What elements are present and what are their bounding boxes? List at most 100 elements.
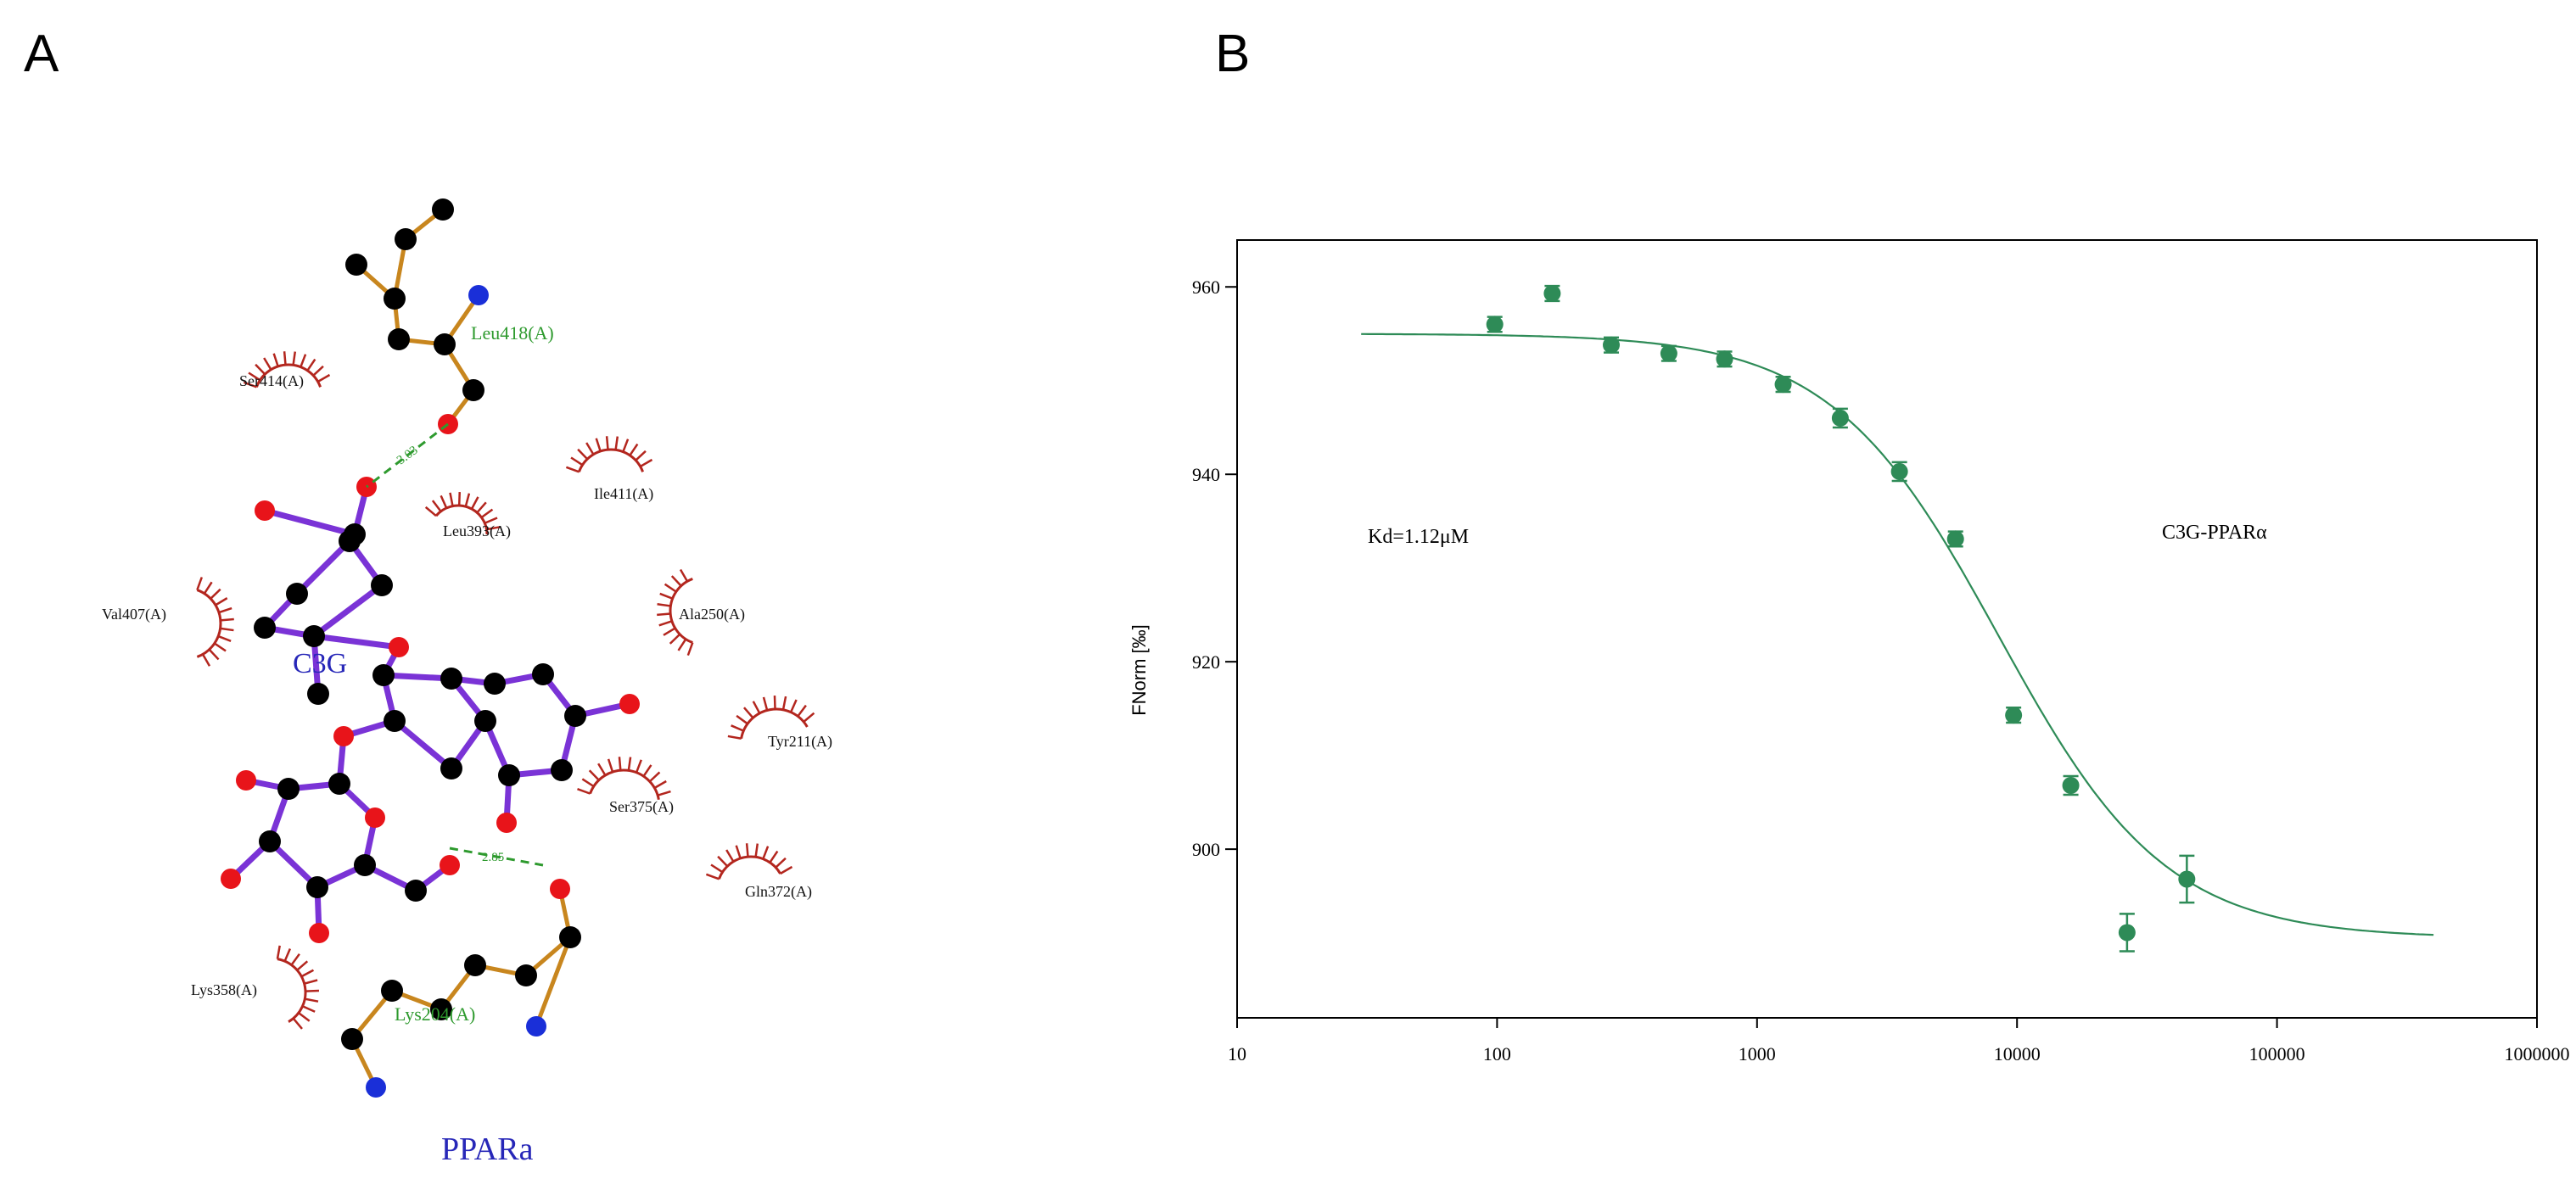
y-tick-label: 940	[1192, 464, 1220, 485]
point-marker	[1543, 284, 1561, 302]
carbon-atom	[306, 876, 328, 898]
hydrophobic-contact-arc	[727, 695, 815, 740]
hydrophobic-contact-arc	[243, 351, 331, 388]
y-tick-label: 900	[1192, 839, 1220, 860]
hydrophobic-label-ser375: Ser375(A)	[609, 798, 674, 816]
data-point	[2118, 913, 2136, 953]
plot-frame	[1236, 239, 2538, 1019]
point-marker	[1716, 350, 1733, 368]
data-point	[2005, 707, 2023, 724]
carbon-atom	[277, 778, 300, 800]
point-marker	[1890, 462, 1908, 480]
hydrophobic-label-val407: Val407(A)	[102, 606, 166, 623]
residue-label-leu418: Leu418(A)	[471, 322, 554, 344]
nitrogen-atom	[468, 285, 489, 305]
hbond-distance-lys: 2.85	[482, 851, 504, 864]
nitrogen-atom	[526, 1016, 546, 1037]
ligand-bond	[383, 672, 452, 682]
carbon-atom	[551, 759, 573, 781]
hydrophobic-label-ser414: Ser414(A)	[239, 372, 304, 390]
carbon-atom	[532, 663, 554, 685]
carbon-atom	[474, 710, 496, 732]
ligand-bond	[294, 539, 352, 596]
carbon-atom	[515, 964, 537, 986]
point-marker	[1946, 530, 1964, 548]
oxygen-atom	[365, 807, 385, 828]
carbon-atom	[303, 625, 325, 647]
complex-annotation: C3G-PPARα	[2162, 522, 2267, 544]
oxygen-atom	[221, 869, 241, 889]
point-marker	[2118, 924, 2136, 942]
nitrogen-atom	[366, 1077, 386, 1098]
carbon-atom	[395, 228, 417, 250]
oxygen-atom	[389, 637, 409, 657]
carbon-atom	[354, 854, 376, 876]
carbon-atom	[307, 683, 329, 705]
oxygen-atom	[236, 770, 256, 791]
panel-b-letter: B	[1215, 25, 1251, 83]
carbon-atom	[462, 379, 484, 401]
ligand-bond	[313, 633, 400, 651]
hydrophobic-label-lys358: Lys358(A)	[191, 981, 257, 999]
hydrophobic-contact-arc	[276, 945, 320, 1030]
point-marker	[1603, 336, 1621, 354]
x-axis-ticks: 10 100 1000 10000 100000 1000000	[1228, 1018, 2570, 1064]
hydrophobic-label-ala250: Ala250(A)	[679, 606, 745, 623]
hydrophobic-contact-arc	[657, 568, 694, 657]
oxygen-atom	[496, 813, 517, 833]
oxygen-atom	[619, 694, 640, 714]
oxygen-atom	[550, 879, 570, 899]
data-points-layer	[1486, 284, 2196, 953]
x-tick-label: 100	[1483, 1043, 1511, 1064]
data-point	[1660, 344, 1677, 362]
kd-annotation: Kd=1.12μM	[1368, 526, 1469, 548]
data-point	[1890, 461, 1908, 483]
ligand-interaction-diagram: 3.03 2.85 Leu418(A) Lys204(A) Ser414(A) …	[102, 198, 832, 1167]
oxygen-atom	[440, 855, 460, 875]
x-tick-label: 100000	[2249, 1043, 2305, 1064]
carbon-atom	[432, 198, 454, 221]
hydrophobic-contact-arc	[705, 843, 793, 880]
hbond-line-leu	[366, 422, 449, 489]
fit-curve	[1361, 332, 2434, 936]
data-point	[1486, 316, 1504, 333]
oxygen-atom	[333, 726, 354, 746]
carbon-atom	[430, 998, 452, 1020]
protein-name-label: PPARa	[441, 1132, 534, 1167]
carbon-atom	[434, 333, 456, 355]
hydrophobic-label-leu393: Leu393(A)	[443, 522, 511, 540]
hydrophobic-contact-arc	[424, 491, 501, 535]
x-tick-label: 10000	[1994, 1043, 2041, 1064]
hydrophobic-contact-arc	[577, 757, 671, 800]
x-tick-label: 1000	[1739, 1043, 1776, 1064]
carbon-atom	[559, 926, 581, 948]
carbon-atom	[259, 830, 281, 852]
carbon-atom	[405, 880, 427, 902]
carbon-atom	[341, 1028, 363, 1050]
point-marker	[1774, 376, 1792, 394]
ligand-bond	[311, 583, 384, 639]
residue-bond	[534, 936, 573, 1027]
carbon-atom	[384, 710, 406, 732]
ligand-bond	[392, 718, 454, 771]
carbon-atom	[371, 574, 393, 596]
point-marker	[2062, 777, 2080, 795]
point-marker	[1831, 409, 1849, 427]
data-point	[1603, 336, 1621, 354]
carbon-atom	[440, 668, 462, 690]
data-point	[1774, 376, 1792, 394]
residue-label-lys204: Lys204(A)	[395, 1003, 475, 1025]
carbon-atom	[345, 254, 367, 276]
carbon-atom	[464, 954, 486, 976]
carbon-atom	[498, 764, 520, 786]
carbon-atom	[339, 530, 361, 552]
point-marker	[1486, 316, 1504, 333]
point-marker	[1660, 344, 1677, 362]
panel-a-letter: A	[24, 25, 59, 83]
oxygen-atom	[255, 500, 275, 521]
y-axis-label: FNorm [‰]	[1128, 624, 1150, 716]
carbon-atom	[286, 583, 308, 605]
carbon-atom	[381, 980, 403, 1002]
y-tick-label: 920	[1192, 651, 1220, 673]
